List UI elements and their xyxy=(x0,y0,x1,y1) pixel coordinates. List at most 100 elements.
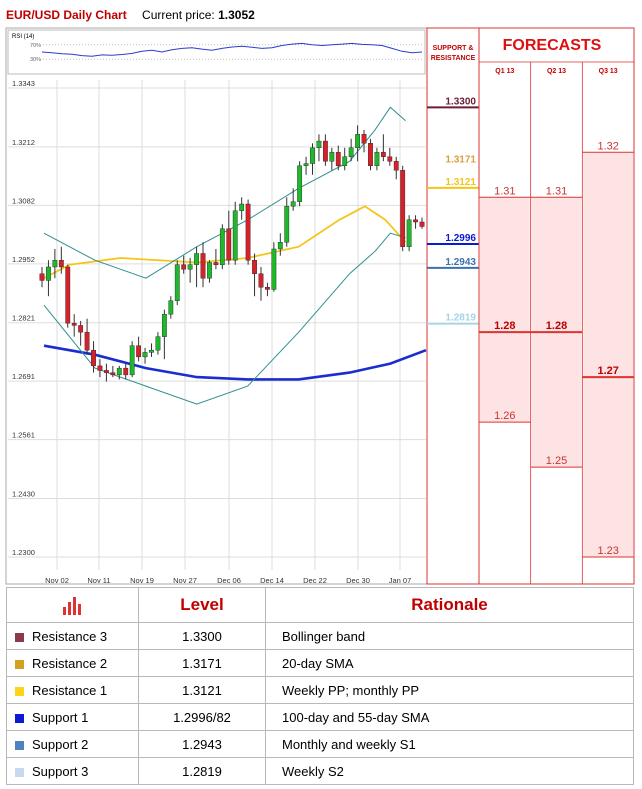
chart-icon-cell xyxy=(6,587,139,623)
bollinger-upper-line xyxy=(43,106,406,279)
x-tick-label: Nov 27 xyxy=(173,576,197,585)
level-rationale: Bollinger band xyxy=(265,622,634,650)
table-row: Resistance 1 1.3121 Weekly PP; monthly PP xyxy=(6,676,634,704)
current-price-value: 1.3052 xyxy=(218,8,255,22)
forecast-value: 1.26 xyxy=(494,410,515,422)
bearish-candle xyxy=(84,331,90,351)
bullish-candle xyxy=(187,264,193,270)
bullish-candle xyxy=(149,349,154,353)
bearish-candle xyxy=(380,152,386,157)
level-name: Resistance 2 xyxy=(32,655,108,671)
forecasts-title: FORECASTS xyxy=(503,37,602,54)
bearish-candle xyxy=(245,203,251,261)
bullish-candle xyxy=(116,367,122,376)
bullish-candle xyxy=(232,210,238,261)
level-swatch xyxy=(15,713,24,723)
level-swatch xyxy=(15,686,24,696)
table-row: Resistance 3 1.3300 Bollinger band xyxy=(6,622,634,650)
y-tick-label: 1.3212 xyxy=(12,138,35,147)
bullish-candle xyxy=(219,228,225,265)
level-rationale: Monthly and weekly S1 xyxy=(265,730,634,758)
forecast-column-label: Q1 13 xyxy=(495,68,514,75)
y-tick-label: 1.3082 xyxy=(12,196,35,205)
support-resistance-panel xyxy=(426,27,480,585)
bullish-candle xyxy=(52,260,58,268)
levels-table: Level Rationale Resistance 3 1.3300 Bollin… xyxy=(6,587,634,785)
bearish-candle xyxy=(213,262,219,265)
forecast-range xyxy=(583,152,633,558)
bearish-candle xyxy=(335,152,341,166)
bullish-candle xyxy=(348,147,354,157)
bullish-candle xyxy=(129,345,135,376)
bearish-candle xyxy=(400,170,406,247)
bullish-candle xyxy=(271,248,277,290)
level-header: Level xyxy=(138,587,266,623)
table-row: Support 1 1.2996/82 100-day and 55-day SMA xyxy=(6,703,634,731)
bearish-candle xyxy=(368,143,373,166)
x-tick-label: Nov 02 xyxy=(45,576,69,585)
forecast-value: 1.25 xyxy=(546,455,567,467)
forecast-value: 1.31 xyxy=(494,185,515,197)
bollinger-lower-line xyxy=(43,232,406,405)
main-panel-frame xyxy=(5,27,428,585)
sma-100-line xyxy=(43,344,427,381)
current-price-label: Current price: xyxy=(142,8,215,22)
level-swatch xyxy=(15,632,24,642)
table-row: Support 2 1.2943 Monthly and weekly S1 xyxy=(6,730,634,758)
bearish-candle xyxy=(265,287,270,290)
forecast-value: 1.23 xyxy=(597,545,618,557)
bullish-candle xyxy=(316,140,322,149)
forecast-value: 1.32 xyxy=(597,140,618,152)
bearish-candle xyxy=(181,264,187,270)
level-name-cell: Resistance 2 xyxy=(6,649,139,677)
x-tick-label: Dec 22 xyxy=(303,576,327,585)
bearish-candle xyxy=(413,219,418,223)
x-tick-label: Dec 30 xyxy=(346,576,370,585)
y-tick-label: 1.2952 xyxy=(12,255,35,264)
table-row: Resistance 2 1.3171 20-day SMA xyxy=(6,649,634,677)
sr-title-line2: RESISTANCE xyxy=(431,55,476,62)
level-value: 1.3121 xyxy=(138,676,266,704)
level-value: 1.3300 xyxy=(138,622,266,650)
bullish-candle xyxy=(303,163,309,166)
bullish-candle xyxy=(155,336,161,351)
bullish-candle xyxy=(277,242,283,250)
level-value: 1.3171 xyxy=(138,649,266,677)
forecast-value: 1.31 xyxy=(546,185,567,197)
level-swatch xyxy=(15,659,24,669)
bullish-candle xyxy=(284,206,290,243)
bearish-candle xyxy=(387,156,393,162)
sr-level-label: 1.3171 xyxy=(445,154,476,165)
bearish-candle xyxy=(258,273,264,288)
table-row: Support 3 1.2819 Weekly S2 xyxy=(6,757,634,785)
x-tick-label: Jan 07 xyxy=(389,576,412,585)
level-swatch xyxy=(15,767,24,777)
bearish-candle xyxy=(200,253,206,279)
y-tick-label: 1.3343 xyxy=(12,79,35,88)
forecast-value: 1.28 xyxy=(546,320,567,332)
y-tick-label: 1.2691 xyxy=(12,372,35,381)
chart-header: EUR/USD Daily Chart Current price: 1.305… xyxy=(6,8,255,22)
sr-level-label: 1.2996 xyxy=(445,233,476,244)
level-rationale: Weekly PP; monthly PP xyxy=(265,676,634,704)
sr-level-label: 1.3300 xyxy=(445,96,476,107)
x-tick-label: Dec 14 xyxy=(260,576,284,585)
bullish-candle xyxy=(355,134,360,149)
chart-title: EUR/USD Daily Chart xyxy=(6,8,127,22)
forecast-range xyxy=(480,197,530,423)
bearish-candle xyxy=(123,367,129,376)
bearish-candle xyxy=(104,370,109,373)
rsi-level-label: 70% xyxy=(30,43,41,49)
level-rationale: Weekly S2 xyxy=(265,757,634,785)
bullish-candle xyxy=(329,152,335,162)
y-tick-label: 1.2561 xyxy=(12,431,35,440)
bearish-candle xyxy=(322,140,328,162)
level-swatch xyxy=(15,740,24,750)
forecast-value: 1.27 xyxy=(597,365,618,377)
sr-title-line1: SUPPORT & xyxy=(433,45,474,52)
bullish-candle xyxy=(290,201,296,207)
forecast-column-label: Q3 13 xyxy=(599,68,618,75)
bearish-candle xyxy=(252,260,257,274)
level-value: 1.2996/82 xyxy=(138,703,266,731)
forecast-chart: Nov 02 Nov 11 Nov 19 Nov 27 Dec 06 Dec 14 Dec … xyxy=(5,27,635,585)
